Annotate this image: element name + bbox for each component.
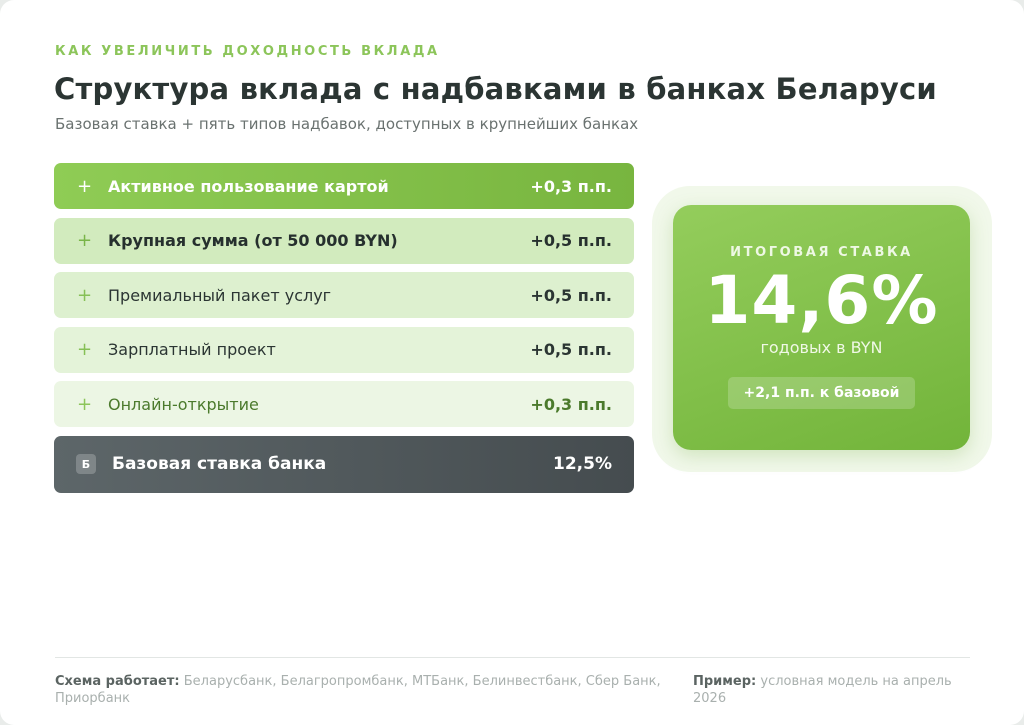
footer-example-text: условная модель на апрель 2026: [693, 674, 952, 706]
bonus-row-salary-project: + Зарплатный проект +0,5 п.п.: [54, 326, 634, 373]
result-delta-badge: +2,1 п.п. к базовой: [727, 377, 916, 409]
footer-banks-label: Схема работает:: [55, 674, 180, 689]
footer-banks-text: Беларусбанк, Белагропромбанк, МТБанк, Бе…: [55, 674, 661, 706]
result-card: ИТОГОВАЯ СТАВКА 14,6% годовых в BYN +2,1…: [673, 205, 970, 450]
result-label: ИТОГОВАЯ СТАВКА: [730, 245, 913, 260]
bonus-value: +0,5 п.п.: [530, 340, 612, 359]
eyebrow: КАК УВЕЛИЧИТЬ ДОХОДНОСТЬ ВКЛАДА: [55, 44, 440, 59]
bonus-label: Активное пользование картой: [108, 176, 389, 196]
bonus-row-premium-package: + Премиальный пакет услуг +0,5 п.п.: [54, 272, 634, 318]
result-value: 14,6%: [704, 262, 939, 339]
bonus-label: Онлайн-открытие: [108, 394, 259, 414]
bonus-row-large-sum: + Крупная сумма (от 50 000 BYN) +0,5 п.п…: [54, 217, 634, 264]
bonus-label: Крупная сумма (от 50 000 BYN): [108, 231, 398, 250]
plus-icon: +: [77, 175, 93, 197]
rate-structure: + Активное пользование картой +0,3 п.п. …: [54, 163, 634, 493]
plus-icon: +: [77, 284, 93, 306]
base-badge-icon: Б: [76, 454, 96, 474]
bonus-label: Премиальный пакет услуг: [108, 285, 332, 305]
bonus-value: +0,3 п.п.: [530, 176, 612, 196]
footer-banks: Схема работает: Беларусбанк, Белагропром…: [55, 673, 695, 707]
base-rate-label: Базовая ставка банка: [112, 454, 327, 474]
footer-divider: [55, 657, 970, 658]
footer-example-label: Пример:: [693, 674, 757, 689]
bonus-label: Зарплатный проект: [108, 340, 276, 359]
base-rate-row: Б Базовая ставка банка 12,5%: [54, 435, 634, 493]
plus-icon: +: [77, 339, 93, 360]
page-subtitle: Базовая ставка + пять типов надбавок, до…: [55, 115, 639, 133]
plus-icon: +: [77, 393, 93, 415]
bonus-value: +0,3 п.п.: [530, 394, 612, 414]
bonus-row-online-opening: + Онлайн-открытие +0,3 п.п.: [54, 381, 634, 427]
bonus-value: +0,5 п.п.: [530, 231, 612, 250]
bonus-row-card-usage: + Активное пользование картой +0,3 п.п.: [54, 163, 634, 209]
plus-icon: +: [77, 230, 93, 251]
page-title: Структура вклада с надбавками в банках Б…: [54, 72, 937, 106]
footer-example: Пример: условная модель на апрель 2026: [693, 673, 978, 707]
base-rate-value: 12,5%: [553, 454, 612, 474]
result-unit: годовых в BYN: [760, 338, 883, 357]
bonus-value: +0,5 п.п.: [530, 285, 612, 305]
